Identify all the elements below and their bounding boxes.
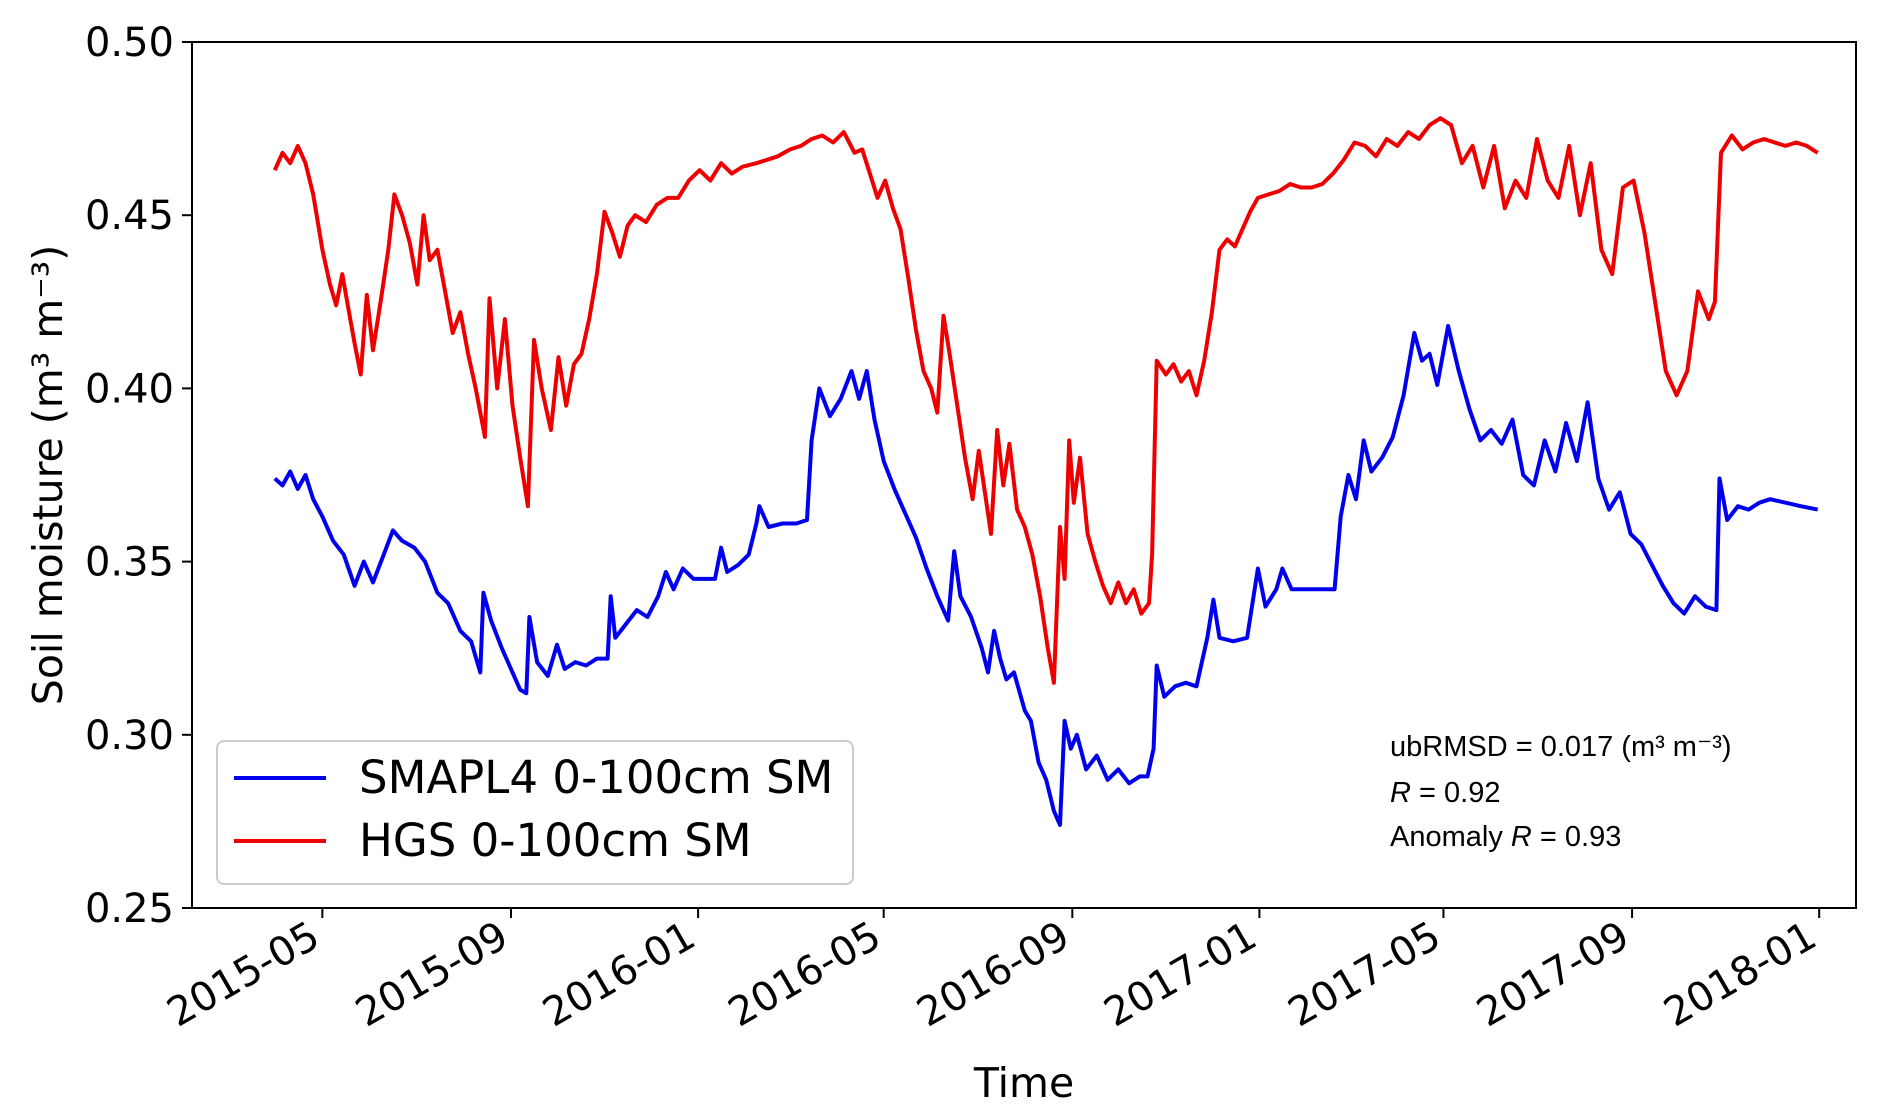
y-tick-label: 0.45 <box>85 193 174 239</box>
x-axis: 2015-05 2015-09 2016-01 2016-05 2016-09 2017-… <box>160 908 1824 1036</box>
x-tick-label: 2017-01 <box>1097 913 1265 1036</box>
ubrmsd-value: 0.017 <box>1541 731 1614 763</box>
x-tick-label: 2017-05 <box>1281 913 1449 1036</box>
y-axis-label: Soil moisture (m³ m⁻³) <box>24 245 72 705</box>
legend-label-smapl4: SMAPL4 0-100cm SM <box>359 751 833 804</box>
x-tick-label: 2018-01 <box>1656 913 1824 1036</box>
series-line-smapl4 <box>273 324 1819 827</box>
anomaly-label: Anomaly <box>1390 821 1511 853</box>
y-axis: 0.25 0.30 0.35 0.40 0.45 0.50 <box>85 20 192 932</box>
y-tick-label: 0.35 <box>85 540 174 586</box>
y-tick-label: 0.50 <box>85 20 174 66</box>
x-tick-label: 2015-09 <box>348 913 516 1036</box>
series-layer <box>272 116 1819 827</box>
x-tick-label: 2016-09 <box>910 913 1078 1036</box>
x-axis-label: Time <box>973 1059 1074 1107</box>
x-tick-label: 2016-01 <box>535 913 703 1036</box>
x-tick-label: 2017-09 <box>1469 913 1637 1036</box>
anomaly-r-text: Anomaly R = 0.93 <box>1390 821 1621 853</box>
y-tick-label: 0.40 <box>85 366 174 412</box>
plot-area <box>191 41 1857 909</box>
stats-annotation: ubRMSD = 0.017 (m³ m⁻³) R = 0.92 Anomaly … <box>1390 731 1732 853</box>
anomaly-r-value: = 0.93 <box>1532 821 1622 853</box>
series-line-hgs <box>272 116 1819 685</box>
ubrmsd-unit: (m³ m⁻³) <box>1621 731 1731 763</box>
legend-label-hgs: HGS 0-100cm SM <box>359 814 752 867</box>
y-tick-label: 0.25 <box>85 886 174 932</box>
ubrmsd-text: ubRMSD = 0.017 (m³ m⁻³) <box>1390 731 1732 763</box>
r-text: R = 0.92 <box>1390 777 1500 809</box>
ubrmsd-label: ubRMSD = <box>1390 731 1541 763</box>
x-tick-label: 2016-05 <box>721 913 889 1036</box>
x-tick-label: 2015-05 <box>160 913 328 1036</box>
anomaly-r-symbol: R <box>1511 821 1532 853</box>
legend-frame <box>216 740 854 885</box>
legend: SMAPL4 0-100cm SM HGS 0-100cm SM <box>216 740 854 885</box>
y-tick-label: 0.30 <box>85 713 174 759</box>
r-symbol: R <box>1390 777 1411 809</box>
plot-frame <box>191 41 1857 909</box>
r-value: = 0.92 <box>1411 777 1501 809</box>
